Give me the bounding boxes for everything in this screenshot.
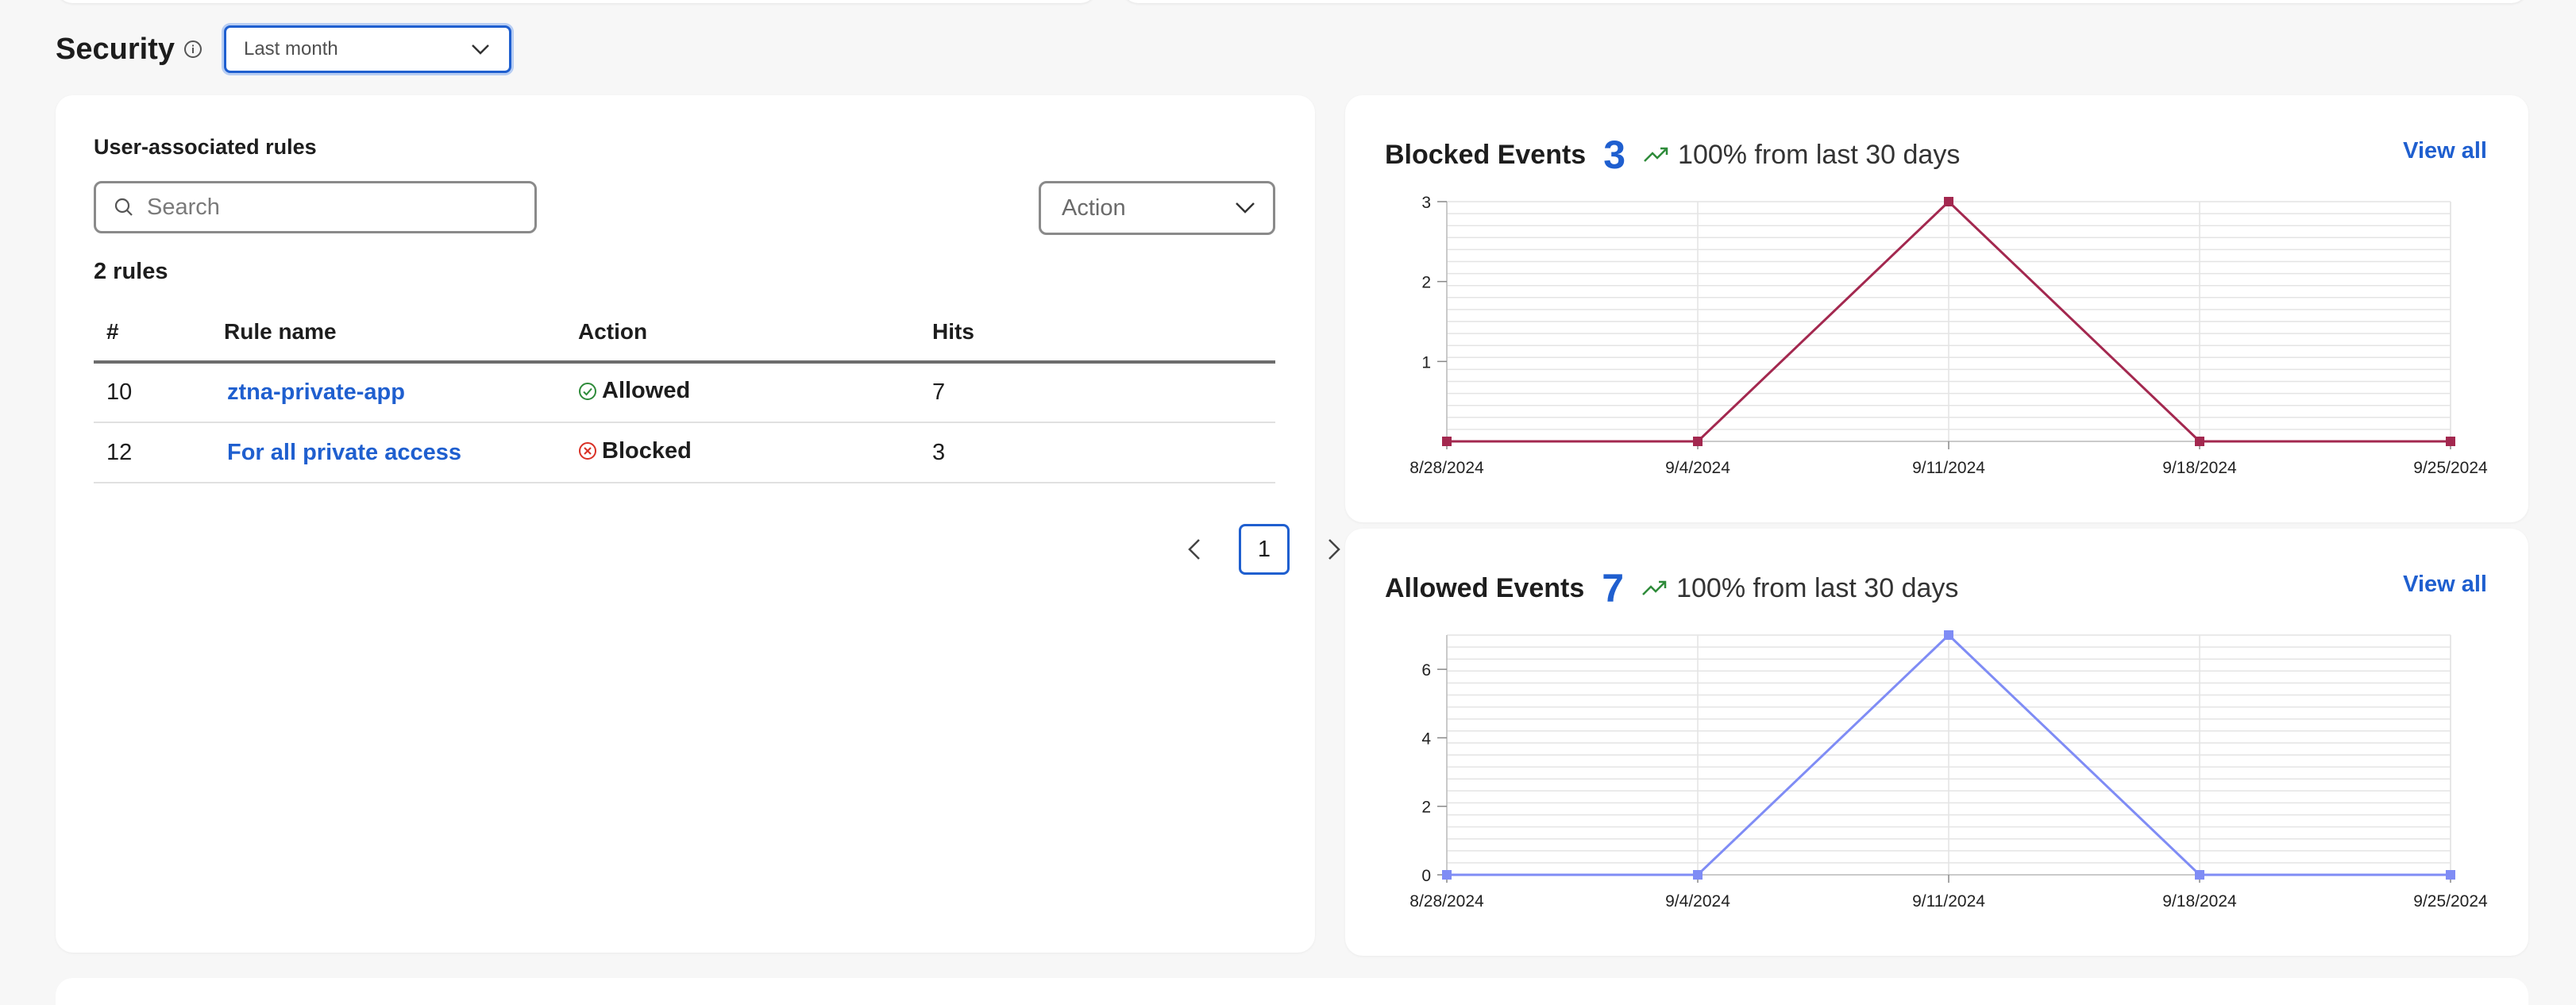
action-filter-value: Action	[1062, 194, 1126, 221]
status-label: Blocked	[602, 437, 692, 464]
allowed-data-point[interactable]	[1944, 630, 1953, 640]
allowed-events-title: Allowed Events	[1385, 572, 1585, 603]
rule-name-link[interactable]: For all private access	[227, 439, 461, 465]
allowed-data-point[interactable]	[1693, 870, 1703, 880]
allowed-x-tick-label: 9/4/2024	[1665, 892, 1730, 911]
allowed-x-tick-label: 9/18/2024	[2162, 892, 2237, 911]
bottom-card	[56, 978, 2528, 1005]
table-row: 10 ztna-private-app Allowed 7	[94, 362, 1275, 423]
blocked-y-tick-label: 2	[1421, 274, 1431, 292]
next-page-button[interactable]	[1310, 526, 1358, 573]
blocked-x-tick-label: 9/11/2024	[1912, 459, 1985, 477]
allowed-y-tick-label: 4	[1421, 730, 1431, 748]
allowed-events-header: Allowed Events 7 100% from last 30 days	[1385, 560, 1958, 616]
blocked-x-tick-label: 9/18/2024	[2162, 459, 2237, 477]
chevron-left-icon	[1188, 539, 1200, 560]
status-blocked: Blocked	[578, 438, 692, 464]
section-title: Security	[56, 32, 175, 66]
blocked-data-point[interactable]	[1442, 437, 1452, 446]
allowed-x-tick-label: 9/25/2024	[2413, 892, 2488, 911]
rule-name-link[interactable]: ztna-private-app	[227, 379, 405, 405]
blocked-trend-text: 100% from last 30 days	[1678, 139, 1961, 170]
blocked-y-tick-label: 3	[1421, 194, 1431, 212]
allowed-grid	[1446, 634, 2451, 876]
allowed-data-point[interactable]	[1442, 870, 1452, 880]
blocked-events-card: Blocked Events 3 100% from last 30 days …	[1345, 95, 2528, 522]
status-allowed: Allowed	[578, 378, 690, 404]
action-filter-select[interactable]: Action	[1039, 181, 1275, 235]
top-card-right	[1121, 0, 2528, 3]
allowed-y-tick-label: 6	[1421, 661, 1431, 680]
search-input[interactable]	[147, 194, 512, 221]
rule-number: 10	[94, 362, 211, 423]
blocked-x-tick-label: 9/4/2024	[1665, 459, 1730, 477]
status-label: Allowed	[602, 378, 691, 404]
time-range-select[interactable]: Last month	[223, 25, 511, 73]
previous-page-button[interactable]	[1170, 526, 1218, 573]
search-icon	[114, 198, 133, 216]
allowed-events-card: Allowed Events 7 100% from last 30 days …	[1345, 529, 2528, 956]
rules-count: 2 rules	[94, 259, 168, 284]
blocked-data-point[interactable]	[2446, 437, 2455, 446]
blocked-x-tick-label: 8/28/2024	[1409, 459, 1484, 477]
security-header: Security Last month	[56, 24, 511, 75]
column-header-hits[interactable]: Hits	[920, 303, 1275, 364]
rule-number: 12	[94, 422, 211, 483]
blocked-data-point[interactable]	[2195, 437, 2204, 446]
search-field[interactable]	[94, 181, 537, 233]
chevron-down-icon	[472, 44, 489, 55]
info-icon[interactable]	[183, 39, 203, 60]
user-rules-card: User-associated rules Action 2 rules # R…	[56, 95, 1340, 953]
chevron-down-icon	[1236, 202, 1255, 214]
rule-hits: 7	[920, 362, 1275, 423]
page-button[interactable]: 1	[1239, 524, 1290, 575]
blocked-x-tick-label: 9/25/2024	[2413, 459, 2488, 477]
blocked-data-point[interactable]	[1693, 437, 1703, 446]
trend-up-icon	[1643, 145, 1670, 164]
column-header-rule-name[interactable]: Rule name	[211, 303, 565, 364]
allowed-y-tick-label: 2	[1421, 799, 1431, 817]
time-range-value: Last month	[243, 38, 338, 60]
allowed-x-tick-label: 8/28/2024	[1409, 892, 1484, 911]
table-header-row: # Rule name Action Hits	[94, 303, 1275, 364]
blocked-grid	[1446, 201, 2451, 442]
rules-card-title: User-associated rules	[94, 135, 317, 159]
top-card-left	[56, 0, 1097, 3]
column-header-number[interactable]: #	[94, 303, 211, 364]
blocked-events-count: 3	[1603, 133, 1626, 177]
allowed-data-point[interactable]	[2195, 870, 2204, 880]
allowed-trend-text: 100% from last 30 days	[1676, 572, 1959, 603]
allowed-events-chart: 0 2 4 6 8/28/2024 9/4/2024 9/11/2024 9/18/2024 9…	[1409, 630, 2488, 911]
rules-table: # Rule name Action Hits 10 ztna-private-…	[94, 303, 1275, 483]
blocked-data-point[interactable]	[1944, 197, 1953, 206]
x-circle-icon	[579, 442, 596, 460]
blocked-events-title: Blocked Events	[1385, 139, 1587, 170]
allowed-data-point[interactable]	[2446, 870, 2455, 880]
allowed-view-all-link[interactable]: View all	[2403, 572, 2487, 597]
check-circle-icon	[579, 382, 596, 400]
allowed-x-tick-label: 9/11/2024	[1912, 892, 1985, 911]
column-header-action[interactable]: Action	[565, 303, 920, 364]
pagination: 1	[1170, 524, 1358, 575]
blocked-y-tick-label: 1	[1421, 353, 1431, 372]
trend-up-icon	[1641, 579, 1668, 598]
blocked-events-header: Blocked Events 3 100% from last 30 days	[1385, 127, 1960, 183]
table-row: 12 For all private access Blocked 3	[94, 422, 1275, 483]
blocked-events-chart: 1 2 3 8/28/2024 9/4/2024 9/11/2024 9/18/2024 9/…	[1409, 194, 2488, 477]
rule-hits: 3	[920, 422, 1275, 483]
blocked-view-all-link[interactable]: View all	[2403, 138, 2487, 164]
allowed-y-tick-label: 0	[1421, 867, 1431, 885]
chevron-right-icon	[1328, 539, 1340, 560]
allowed-events-count: 7	[1602, 566, 1625, 610]
